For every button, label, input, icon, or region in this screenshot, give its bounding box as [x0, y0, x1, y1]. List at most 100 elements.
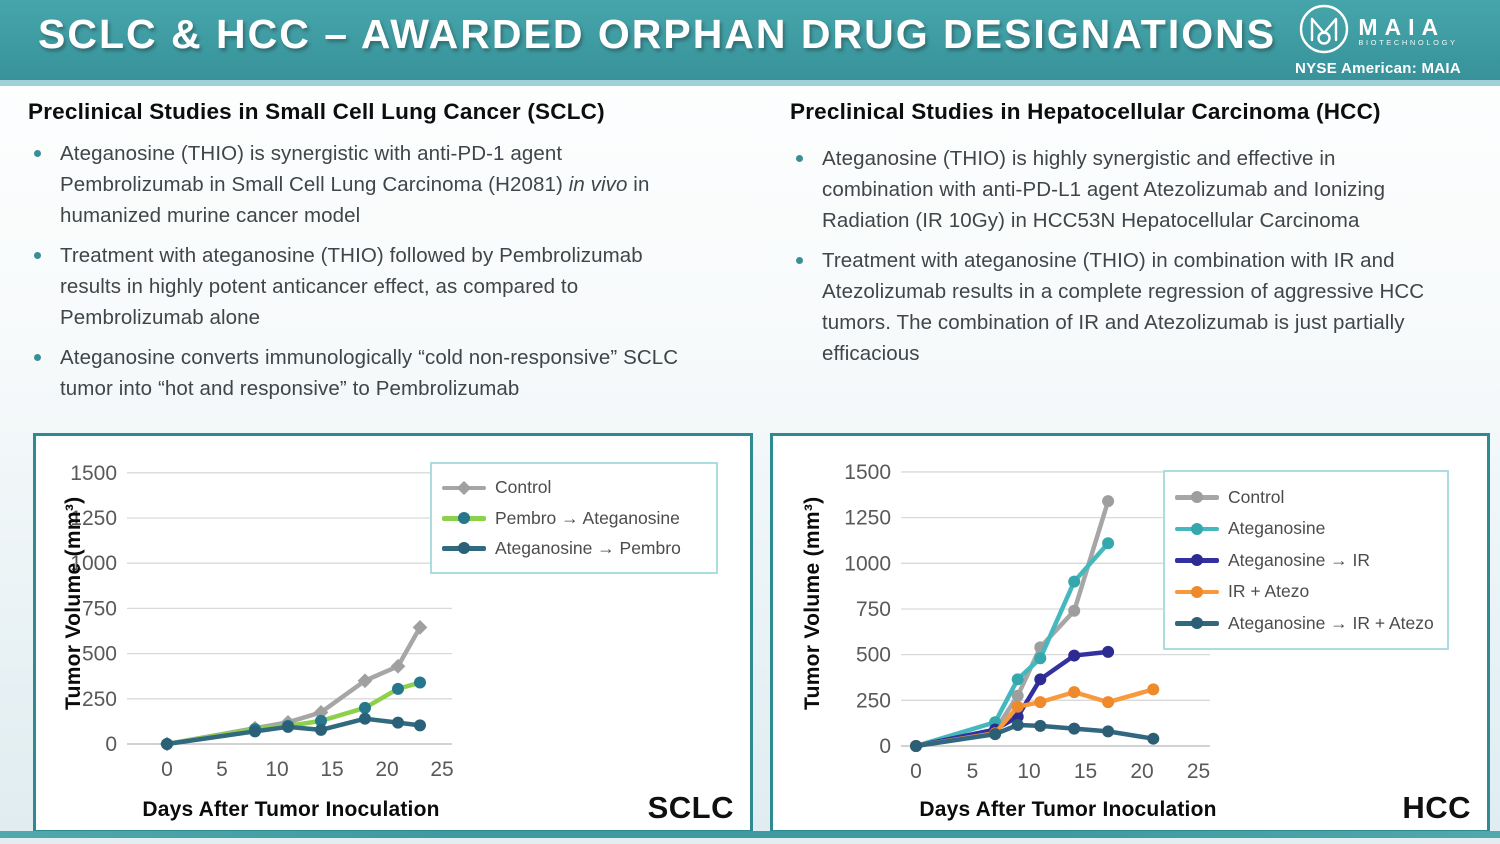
logo-subtitle: BIOTECHNOLOGY — [1358, 37, 1458, 47]
y-tick-label: 1500 — [844, 461, 891, 484]
legend-label: Ateganosine → IR + Atezo — [1228, 612, 1434, 633]
sclc-section-heading: Preclinical Studies in Small Cell Lung C… — [28, 99, 605, 124]
x-tick-label: 10 — [1017, 760, 1040, 783]
y-tick-label: 1250 — [70, 507, 117, 530]
sclc-bullet-list: Ateganosine (THIO) is synergistic with a… — [32, 138, 692, 413]
data-point — [414, 719, 426, 732]
y-tick-label: 750 — [82, 597, 117, 620]
y-tick-label: 500 — [82, 643, 117, 666]
bullet-item: Treatment with ateganosine (THIO) in com… — [794, 245, 1434, 369]
x-tick-label: 25 — [430, 758, 453, 781]
bullet-text: Ateganosine converts immunologically “co… — [60, 346, 679, 400]
data-point — [1102, 645, 1115, 658]
bullet-text: Ateganosine (THIO) is highly synergistic… — [822, 147, 1386, 232]
bullet-marker — [796, 257, 803, 264]
y-tick-label: 250 — [82, 688, 117, 711]
maia-logo-icon — [1298, 3, 1350, 60]
x-tick-label: 20 — [375, 758, 398, 781]
data-point — [910, 740, 922, 752]
legend-item: Control — [442, 477, 706, 498]
logo-wordmark: MAIA — [1358, 13, 1446, 40]
legend-swatch-icon — [442, 512, 486, 525]
y-tick-label: 250 — [856, 689, 891, 712]
sclc-chart: 0 250 500 750 1000 1250 1500 0 5 10 15 20 25 Tumor V… — [33, 433, 753, 833]
y-tick-label: 1000 — [844, 552, 891, 575]
ticker-label: NYSE American: MAIA — [1294, 60, 1461, 77]
series-line — [913, 498, 1111, 749]
hcc-section-heading: Preclinical Studies in Hepatocellular Ca… — [790, 99, 1381, 124]
legend-label: IR + Atezo — [1228, 581, 1310, 601]
data-point — [359, 712, 371, 725]
brand-block: MAIA BIOTECHNOLOGY NYSE American: MAIA — [1288, 4, 1468, 77]
sclc-plot-area: 0 250 500 750 1000 1250 1500 0 5 10 15 20 25 — [70, 462, 453, 781]
data-point — [1102, 537, 1115, 550]
legend-swatch-icon — [442, 480, 486, 495]
legend-item: Control — [1175, 487, 1437, 508]
footer-accent-bar — [0, 831, 1500, 838]
y-tick-label: 750 — [856, 598, 891, 621]
data-point — [390, 658, 406, 674]
legend-item: Ateganosine → IR + Atezo — [1175, 613, 1437, 634]
y-tick-label: 0 — [105, 733, 117, 756]
sclc-legend: Control Pembro → Ateganosine Ateganosine →… — [430, 462, 718, 574]
data-point — [392, 682, 404, 695]
x-tick-label: 0 — [910, 760, 922, 783]
legend-swatch-icon — [442, 542, 486, 555]
legend-swatch-icon — [1175, 617, 1219, 630]
legend-item: IR + Atezo — [1175, 581, 1437, 602]
bullet-item: Ateganosine converts immunologically “co… — [32, 342, 692, 404]
data-point — [1034, 696, 1047, 709]
y-tick-label: 500 — [856, 644, 891, 667]
header-bar: SCLC & HCC – AWARDED ORPHAN DRUG DESIGNA… — [0, 0, 1500, 80]
data-point — [1011, 710, 1024, 723]
chart-corner-label: SCLC — [647, 790, 734, 825]
x-axis-title: Days After Tumor Inoculation — [142, 798, 440, 821]
x-tick-label: 15 — [1074, 760, 1097, 783]
data-point — [1011, 718, 1024, 731]
data-point — [315, 723, 327, 736]
series-line — [913, 540, 1111, 749]
data-point — [1011, 700, 1024, 713]
y-axis-title: Tumor Volume (mm³) — [62, 496, 85, 710]
hcc-plot-area: 0 250 500 750 1000 1250 1500 0 5 10 15 20 25 — [844, 461, 1210, 783]
chart-corner-label: HCC — [1402, 790, 1471, 825]
data-point — [1034, 652, 1047, 665]
data-point — [1034, 673, 1047, 686]
legend-label: Ateganosine — [1228, 518, 1326, 538]
data-point — [1147, 683, 1160, 696]
bullet-marker — [796, 155, 803, 162]
bullet-item: Ateganosine (THIO) is synergistic with a… — [32, 138, 692, 231]
y-axis-title: Tumor Volume (mm³) — [801, 496, 824, 710]
x-tick-label: 5 — [967, 760, 979, 783]
x-tick-label: 25 — [1187, 760, 1210, 783]
legend-swatch-icon — [1175, 491, 1219, 504]
bullet-item: Ateganosine (THIO) is highly synergistic… — [794, 143, 1434, 236]
x-tick-label: 0 — [161, 758, 173, 781]
x-tick-label: 15 — [320, 758, 343, 781]
hcc-bullet-list: Ateganosine (THIO) is highly synergistic… — [794, 143, 1434, 378]
data-point — [282, 720, 294, 733]
header-accent-stripe — [0, 80, 1500, 86]
page-title: SCLC & HCC – AWARDED ORPHAN DRUG DESIGNA… — [38, 11, 1277, 57]
series-line — [913, 649, 1111, 749]
y-tick-label: 1250 — [844, 507, 891, 530]
legend-label: Ateganosine → Pembro — [495, 537, 681, 558]
y-tick-label: 0 — [879, 735, 891, 758]
x-axis-title: Days After Tumor Inoculation — [919, 798, 1217, 821]
legend-item: Ateganosine → IR — [1175, 550, 1437, 571]
legend-item: Pembro → Ateganosine — [442, 508, 706, 529]
data-point — [1068, 686, 1081, 699]
data-point — [1102, 725, 1115, 738]
y-tick-label: 1500 — [70, 462, 117, 485]
x-tick-label: 20 — [1130, 760, 1153, 783]
data-point — [1068, 649, 1081, 662]
series-line — [164, 680, 423, 747]
data-point — [1034, 719, 1047, 732]
legend-label: Control — [495, 477, 552, 498]
bullet-text: Treatment with ateganosine (THIO) follow… — [60, 244, 643, 329]
data-point — [1068, 575, 1081, 588]
legend-item: Ateganosine — [1175, 518, 1437, 539]
legend-swatch-icon — [1175, 554, 1219, 567]
legend-item: Ateganosine → Pembro — [442, 538, 706, 559]
